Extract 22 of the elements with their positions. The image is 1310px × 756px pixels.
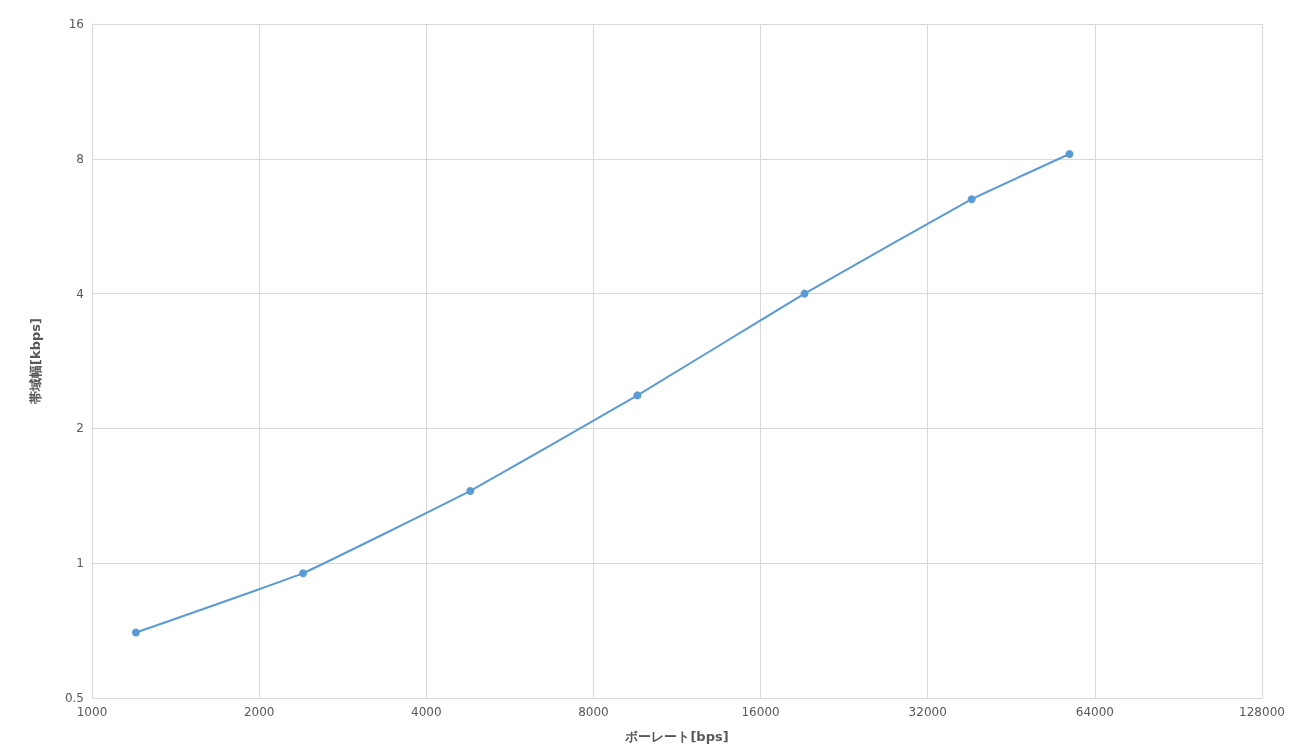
- x-tick-label: 8000: [578, 705, 609, 719]
- point: [800, 289, 809, 298]
- x-axis-title: ボーレート[bps]: [624, 729, 729, 744]
- x-tick-label: 1000: [76, 705, 108, 719]
- point: [466, 486, 475, 495]
- x-tick-label: 128000: [1239, 705, 1285, 719]
- y-tick-label: 8: [76, 151, 84, 166]
- x-tick-label: 32000: [908, 705, 947, 719]
- x-tick-label: 64000: [1075, 705, 1114, 719]
- point: [633, 391, 642, 400]
- point: [299, 569, 308, 578]
- y-tick-label: 16: [68, 17, 84, 31]
- y-tick-label: 4: [76, 286, 84, 301]
- x-tick-label: 16000: [741, 705, 780, 719]
- point: [967, 195, 976, 204]
- point: [131, 628, 140, 637]
- x-tick-label: 2000: [243, 705, 275, 719]
- x-tick-label: 4000: [411, 705, 442, 719]
- y-tick-label: 1: [76, 556, 84, 571]
- y-axis-title: 帯域幅[kbps]: [28, 318, 43, 404]
- y-tick-label: 2: [76, 421, 84, 436]
- y-tick-label: 0.5: [64, 691, 84, 705]
